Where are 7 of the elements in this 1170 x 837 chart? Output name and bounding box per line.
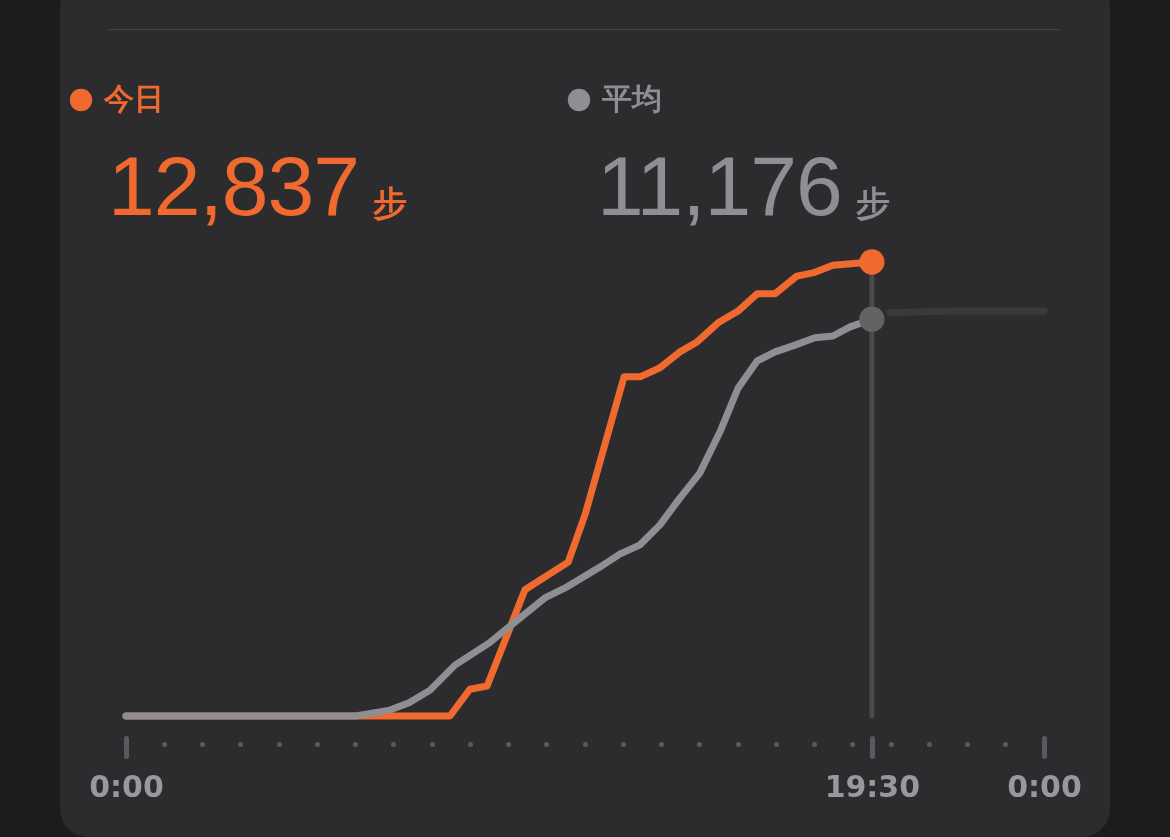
x-tick-label: 0:00 xyxy=(1007,768,1082,804)
legend-label: 平均 xyxy=(601,81,662,116)
x-tick-label: 19:30 xyxy=(824,768,921,804)
legend-label: 今日 xyxy=(103,81,164,116)
text: 12,837 步 xyxy=(108,138,406,235)
x-tick-label: 0:00 xyxy=(89,768,164,804)
text: 11,176 步 xyxy=(597,138,889,235)
